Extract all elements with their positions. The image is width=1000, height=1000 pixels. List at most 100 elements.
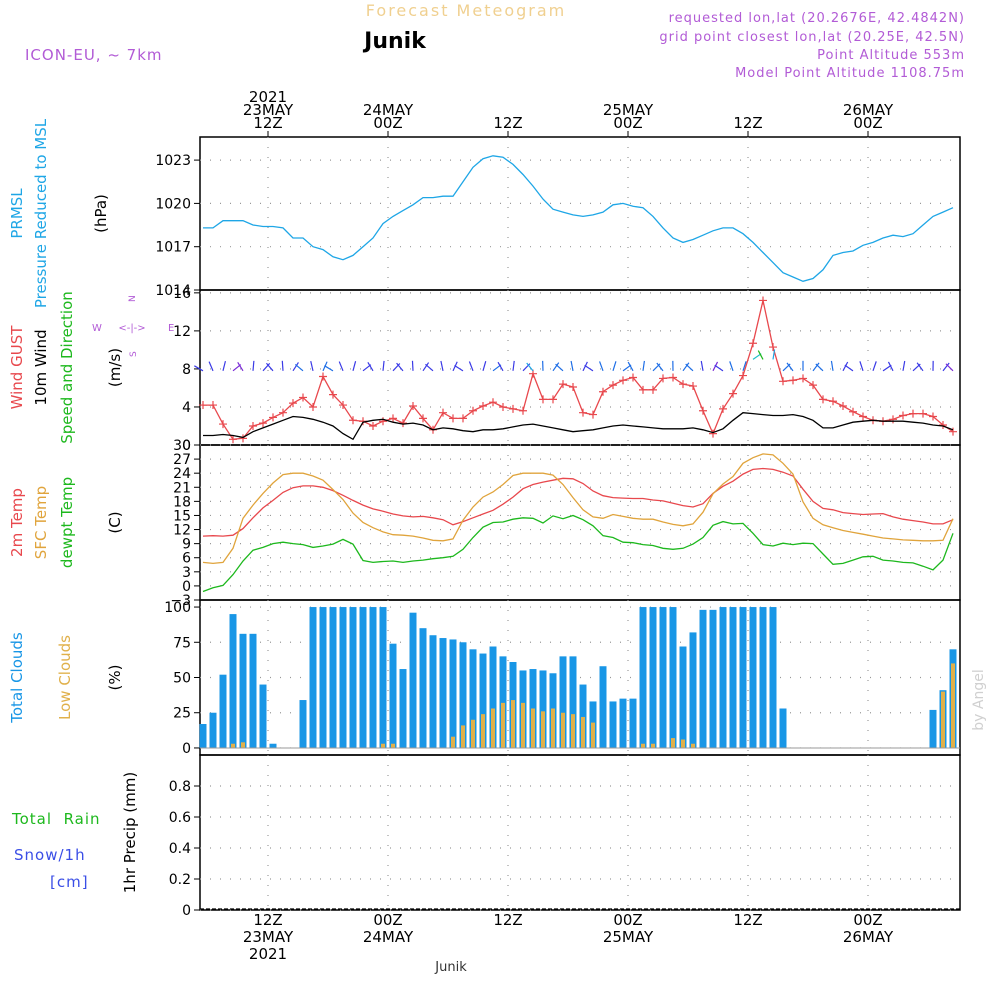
gust-marker [819, 395, 827, 404]
gust-marker [219, 420, 227, 429]
wind-arrow [772, 349, 776, 360]
wind-arrow [422, 362, 430, 372]
total-cloud-bar [479, 653, 487, 748]
top-time-label: 25MAY [603, 101, 654, 119]
gust-marker [659, 374, 667, 383]
gust-marker [199, 401, 207, 410]
wind-arrow [642, 360, 645, 371]
total-cloud-bar [619, 698, 627, 748]
total-cloud-bar [689, 632, 697, 748]
wind-arrow [570, 360, 574, 371]
bottom-time-label: 25MAY [603, 928, 654, 946]
gust-marker [259, 419, 267, 428]
gust-marker [389, 414, 397, 423]
wind-arrow [396, 362, 404, 372]
total-cloud-bar [729, 607, 737, 748]
bottom-time-label: 00Z [853, 911, 882, 929]
bottom-time-label: 12Z [253, 911, 282, 929]
low-cloud-bar [671, 738, 675, 748]
total-cloud-bar [699, 609, 707, 748]
low-cloud-bar [231, 743, 235, 748]
total-cloud-bar [339, 607, 347, 748]
wind-arrow [454, 365, 464, 372]
y-tick-label: −3 [170, 593, 191, 609]
bottom-time-label: 00Z [373, 911, 402, 929]
gust-marker [349, 416, 357, 425]
gust-marker [829, 397, 837, 406]
wind-arrow [729, 361, 734, 372]
total-cloud-bar [569, 656, 577, 748]
top-time-label: 00Z [613, 114, 642, 132]
y-tick-label: 1014 [155, 283, 191, 299]
gust-marker [479, 402, 487, 411]
low-cloud-bar [461, 725, 465, 748]
wind-arrow [627, 361, 634, 372]
top-time-label: 24MAY [363, 101, 414, 119]
y-tick-label: 1023 [155, 153, 191, 169]
wind-arrow [265, 362, 274, 372]
wind-arrow [526, 362, 534, 372]
gust-marker [489, 398, 497, 407]
total-cloud-bar [469, 649, 477, 748]
total-cloud-bar [449, 639, 457, 748]
header: Forecast Meteogram Junik ICON-EU, ~ 7km … [25, 1, 964, 81]
top-time-label: 12Z [253, 114, 282, 132]
wind-arrow [882, 364, 892, 372]
wind-arrow [742, 361, 747, 372]
wind-arrow [656, 362, 664, 372]
ylabel-1: SFC Temp [32, 486, 50, 559]
ylabel-cm: [cm] [50, 873, 89, 891]
gust-marker [279, 408, 287, 417]
panel-precip: 0 0.2 0.4 0.6 0.8 Total Rain Snow/1h [cm] 1hr Pr… [11, 754, 961, 919]
ylabel-1: Pressure Reduced to MSL [32, 118, 50, 308]
y-tick-label: 16 [173, 286, 191, 302]
gust-marker [469, 406, 477, 415]
wind-arrow [482, 361, 487, 371]
wind-arrow [844, 364, 854, 372]
total-cloud-bar [259, 684, 267, 748]
total-cloud-bar [599, 666, 607, 748]
wind-arrow [522, 363, 531, 372]
low-cloud-bar [651, 743, 655, 748]
gust-marker [439, 408, 447, 417]
wind-arrow [292, 362, 299, 372]
gust-marker [689, 382, 697, 391]
series-pressure-0 [203, 155, 954, 282]
total-cloud-bar [559, 656, 567, 748]
low-cloud-bar [691, 743, 695, 748]
total-cloud-bar [769, 607, 777, 748]
top-time-label: 00Z [373, 114, 402, 132]
gust-marker [919, 409, 927, 418]
wind-arrow [555, 363, 564, 372]
gust-marker [239, 434, 247, 443]
gust-marker [799, 374, 807, 383]
y-tick-label: 3 [182, 565, 191, 581]
ylabel-0: 2m Temp [8, 488, 26, 557]
total-cloud-bar [679, 646, 687, 748]
total-cloud-bar [579, 684, 587, 748]
wind-arrow [757, 350, 764, 360]
series-wind-1 [203, 412, 954, 441]
ylabel-snow: Snow/1h [14, 846, 86, 864]
ylabel-2: (hPa) [92, 194, 110, 233]
ylabel-1: Low Clouds [56, 635, 74, 720]
gust-marker [459, 414, 467, 423]
wind-arrow [682, 362, 690, 372]
low-cloud-bar [451, 736, 455, 748]
gust-marker [509, 404, 517, 413]
y-tick-label: 25 [173, 706, 191, 722]
gust-marker [949, 427, 957, 436]
wind-arrow [945, 363, 954, 372]
panel-frame [199, 289, 961, 446]
total-cloud-bar [629, 698, 637, 748]
low-cloud-bar [471, 719, 475, 748]
y-tick-label: 9 [182, 537, 191, 553]
wind-arrow [872, 361, 877, 372]
gust-marker [609, 381, 617, 390]
gust-marker [329, 390, 337, 399]
gust-marker [449, 414, 457, 423]
total-cloud-bar [779, 708, 787, 748]
gust-marker [579, 408, 587, 417]
